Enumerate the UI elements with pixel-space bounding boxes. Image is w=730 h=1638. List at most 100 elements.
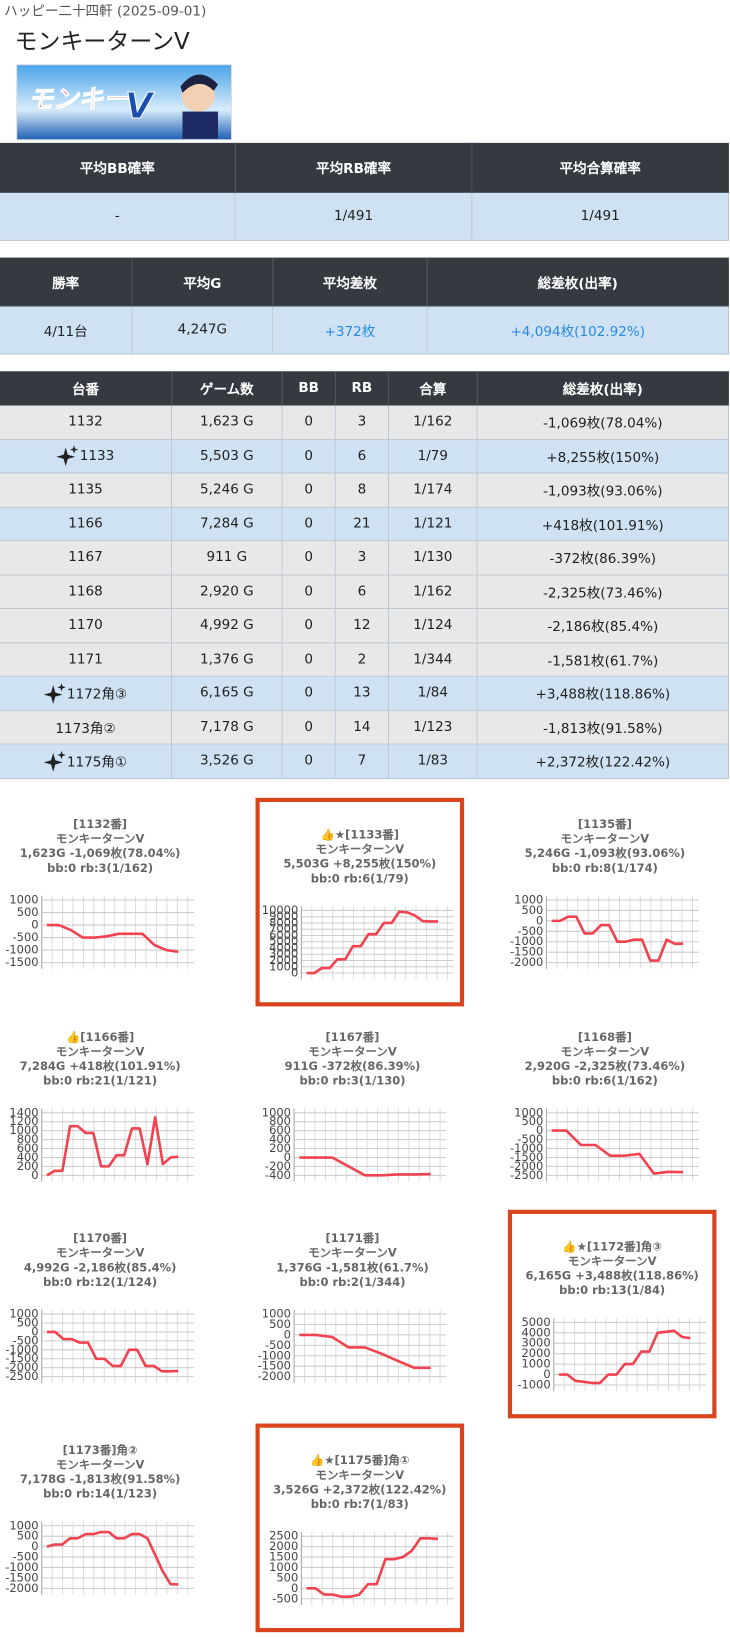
cell-text: 3,526 G	[200, 753, 254, 769]
cell-text: 6	[357, 583, 367, 600]
cell-text: 1168	[68, 583, 103, 600]
y-tick-label: 1000	[269, 1560, 298, 1574]
line-series	[46, 1530, 179, 1586]
cell-text: 1/491	[334, 208, 374, 225]
y-tick-label: 1000	[262, 1307, 291, 1321]
y-tick-label: 500	[17, 905, 39, 919]
y-tick-label: 800	[269, 1114, 291, 1128]
cell-text: 14	[353, 719, 371, 735]
cell-text: -1,813枚(91.58%)	[543, 721, 663, 738]
y-tick-label: -500	[13, 930, 39, 944]
y-tick-label: 0	[543, 1367, 550, 1381]
chart-title-line: モンキーターンV	[316, 1468, 405, 1482]
cell-text: 1/162	[413, 583, 453, 600]
y-tick-label: -1000	[258, 1348, 291, 1362]
mini-chart: [1170番] モンキーターンV 4,992G -2,186枚(85.4%) bb:0…	[0, 1209, 201, 1408]
y-tick-label: 500	[521, 1114, 543, 1128]
chart-title-line: bb:0 rb:14(1/123)	[43, 1487, 157, 1501]
line-series	[551, 1129, 684, 1175]
cell-text: 4,247G	[177, 322, 227, 338]
cell-text: 0	[304, 685, 314, 702]
table-cell: 1/162	[389, 405, 478, 440]
grid-vertical	[41, 895, 189, 969]
y-tick-label: 200	[17, 1159, 39, 1173]
mini-chart: [1171番] モンキーターンV 1,376G -1,581枚(61.7%) bb:0…	[252, 1209, 453, 1408]
cell-text: 0	[304, 482, 314, 498]
table-cell: 0	[282, 473, 336, 508]
mini-chart: [1135番] モンキーターンV 5,246G -1,093枚(93.06%) bb:…	[504, 795, 706, 994]
table-cell: -1,093枚(93.06%)	[477, 473, 729, 508]
table-cell: -1,069枚(78.04%)	[477, 405, 729, 440]
cell-text: 21	[353, 515, 371, 532]
y-tick-label: 0	[536, 913, 543, 927]
table-cell: 0	[282, 609, 336, 643]
mini-chart: 👍★[1175番]角① モンキーターンV 3,526G +2,372枚(122.42…	[255, 1423, 465, 1633]
chart-title-line: モンキーターンV	[56, 1457, 145, 1471]
chart-title-line: bb:0 rb:8(1/174)	[552, 861, 658, 875]
cell-text: 0	[304, 617, 314, 634]
grid-vertical	[41, 1521, 189, 1595]
cell-text: 1/84	[417, 685, 449, 702]
table-cell: 0	[282, 575, 336, 610]
cell-text: 1/174	[413, 482, 453, 498]
cell-text: 4/11台	[43, 324, 88, 340]
y-tick-label: -2500	[510, 1168, 543, 1182]
y-tick-label: 1000	[262, 1105, 291, 1119]
y-tick-label: -1500	[510, 945, 543, 959]
cell-text: 1/162	[413, 414, 453, 430]
chart-title-line: 5,246G -1,093枚(93.06%)	[525, 846, 685, 860]
chart-title-line: モンキーターンV	[308, 1246, 397, 1260]
y-tick-label: 2000	[269, 953, 298, 967]
table-cell: +8,255枚(150%)	[477, 439, 729, 474]
line-series	[46, 1330, 179, 1373]
table-cell: 7,178 G	[172, 710, 283, 745]
cell-text: 1175角①	[66, 755, 128, 771]
svg-text:モンキー: モンキー	[28, 84, 129, 113]
cell-text: 3	[357, 549, 367, 566]
table-header: 合算	[389, 371, 478, 406]
table-cell: 0	[282, 439, 336, 474]
mini-chart: 👍★[1133番] モンキーターンV 5,503G +8,255枚(150%) bb:…	[255, 797, 465, 1007]
chart-title-line: 6,165G +3,488枚(118.86%)	[526, 1269, 699, 1283]
cell-text: 1/491	[580, 208, 620, 225]
table-cell: -	[0, 192, 236, 241]
chart-title-line: 4,992G -2,186枚(85.4%)	[24, 1260, 176, 1274]
line-series	[551, 915, 684, 962]
chart-title-line: bb:0 rb:7(1/83)	[311, 1497, 409, 1511]
chart-title-line: bb:0 rb:6(1/79)	[311, 871, 409, 885]
y-tick-label: 5000	[269, 934, 298, 948]
y-tick-label: -1000	[517, 1377, 550, 1391]
table-cell: 1/162	[389, 575, 478, 610]
y-tick-label: 1200	[9, 1114, 38, 1128]
cell-text: +8,255枚(150%)	[546, 450, 660, 466]
sparkle-icon	[43, 682, 66, 704]
chart-title-line: 7,284G +418枚(101.91%)	[20, 1059, 181, 1073]
y-tick-label: 6000	[269, 928, 298, 942]
line-series	[306, 910, 439, 975]
table-cell: 1135	[0, 473, 173, 508]
table-cell: 2	[335, 642, 390, 677]
y-tick-label: 0	[284, 1150, 291, 1164]
y-tick-label: 3000	[269, 947, 298, 961]
y-tick-label: -1500	[5, 1351, 38, 1365]
table-cell: 1133	[0, 439, 173, 474]
y-tick-label: 800	[17, 1132, 39, 1146]
y-tick-label: 1000	[269, 959, 298, 973]
y-tick-label: 1000	[9, 1123, 38, 1137]
chart-title-line: bb:0 rb:13(1/84)	[559, 1283, 665, 1297]
cell-text: 1132	[68, 414, 103, 430]
y-tick-label: -1000	[5, 943, 38, 957]
y-tick-label: -1000	[5, 1342, 38, 1356]
cell-text: 0	[304, 583, 314, 600]
cell-text: +2,372枚(122.42%)	[535, 755, 671, 771]
y-tick-label: -1000	[510, 934, 543, 948]
y-tick-label: 500	[17, 1315, 39, 1329]
y-tick-label: 500	[269, 1317, 291, 1331]
cell-text: 1172角③	[66, 687, 128, 704]
table-header: 平均G	[132, 257, 274, 307]
table-cell: 1/344	[389, 642, 478, 677]
y-tick-label: -2000	[258, 1369, 291, 1383]
